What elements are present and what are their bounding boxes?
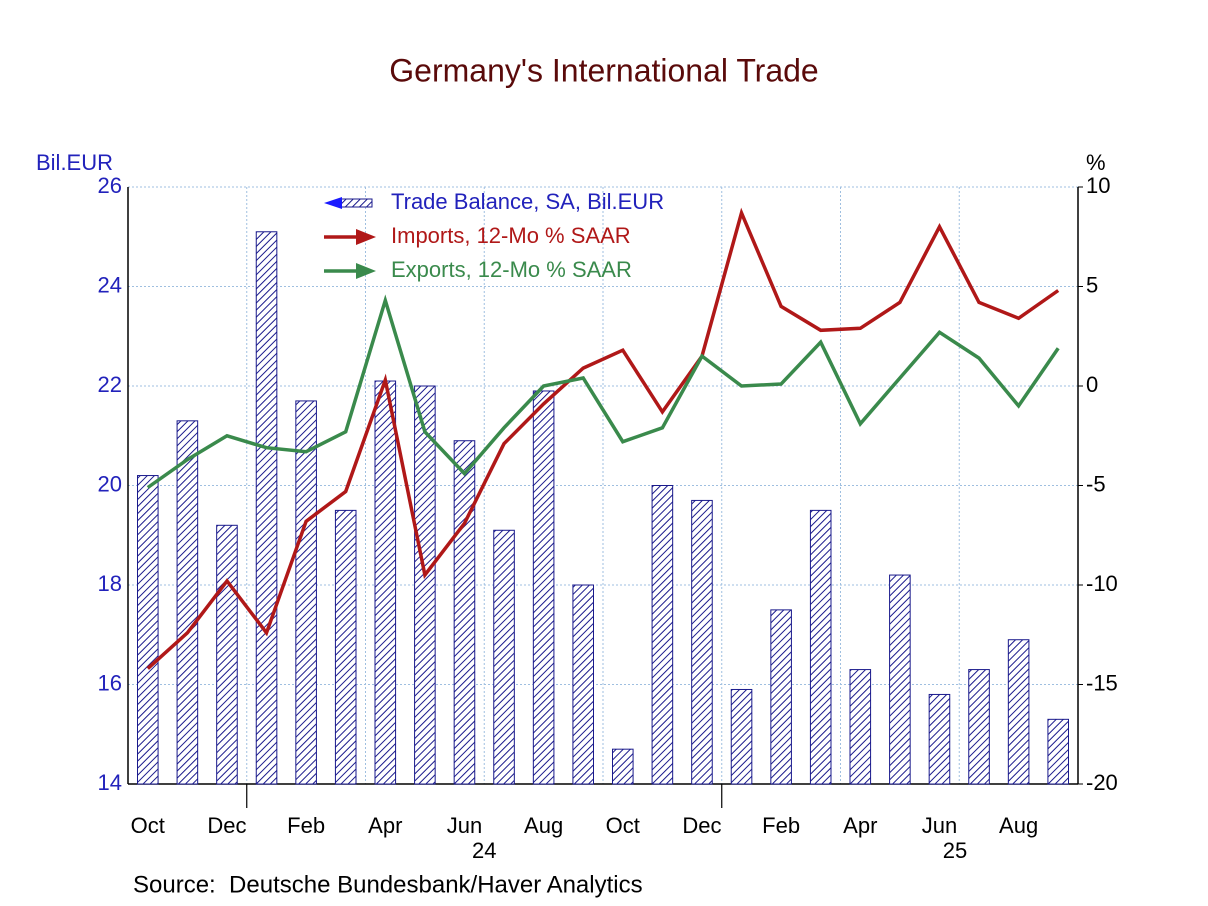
x-tick-label: Dec <box>207 813 246 838</box>
bar <box>809 509 832 785</box>
year-label: 25 <box>943 838 967 863</box>
line-series <box>146 294 1060 489</box>
y-axis-label: Bil.EUR <box>36 150 113 175</box>
x-tick-label: Jun <box>447 813 482 838</box>
y-tick-label: 18 <box>98 571 122 596</box>
y-tick-label: 14 <box>98 770 122 795</box>
y-tick-label: 20 <box>98 471 122 496</box>
bar <box>1007 639 1030 785</box>
x-tick-label: Feb <box>762 813 800 838</box>
line-series <box>146 207 1060 670</box>
x-tick-label: Feb <box>287 813 325 838</box>
legend-arrow <box>356 229 376 245</box>
x-tick-label: Dec <box>682 813 721 838</box>
y2-tick-label: -20 <box>1086 770 1118 795</box>
bar <box>968 669 990 785</box>
legend-label: Trade Balance, SA, Bil.EUR <box>391 189 664 214</box>
bar <box>334 509 357 785</box>
x-tick-label: Apr <box>368 813 402 838</box>
y2-tick-label: -5 <box>1086 471 1106 496</box>
legend-arrow <box>324 197 342 209</box>
bar <box>414 385 436 785</box>
x-tick-label: Aug <box>999 813 1038 838</box>
y-tick-label: 22 <box>98 372 122 397</box>
chart-title: Germany's International Trade <box>389 52 818 88</box>
bar <box>137 475 159 785</box>
bar <box>849 669 872 785</box>
bar <box>216 524 238 785</box>
source-note: Source: Deutsche Bundesbank/Haver Analyt… <box>133 871 643 898</box>
bar <box>374 380 397 785</box>
bar <box>691 499 713 785</box>
x-tick-label: Jun <box>922 813 957 838</box>
y2-tick-label: -10 <box>1086 571 1118 596</box>
legend-swatch <box>339 198 373 208</box>
bar <box>770 609 792 785</box>
bar <box>532 390 555 785</box>
x-tick-label: Oct <box>131 813 165 838</box>
bar <box>255 231 278 785</box>
y2-tick-label: -15 <box>1086 670 1118 695</box>
legend-label: Exports, 12-Mo % SAAR <box>391 257 632 282</box>
bar <box>295 400 317 785</box>
x-tick-label: Apr <box>843 813 877 838</box>
legend-arrow <box>356 263 376 279</box>
bar <box>1047 718 1069 785</box>
legend-label: Imports, 12-Mo % SAAR <box>391 223 631 248</box>
bar <box>651 485 674 785</box>
bar <box>453 440 476 785</box>
y2-tick-label: 10 <box>1086 173 1110 198</box>
x-tick-label: Aug <box>524 813 563 838</box>
y2-tick-label: 5 <box>1086 272 1098 297</box>
bar <box>928 693 951 785</box>
y-tick-label: 26 <box>98 173 122 198</box>
bar <box>572 584 595 785</box>
bar <box>889 574 911 785</box>
x-tick-label: Oct <box>606 813 640 838</box>
bar <box>612 748 634 785</box>
year-label: 24 <box>472 838 496 863</box>
bar <box>730 688 753 785</box>
y2-axis-label: % <box>1086 150 1106 175</box>
bar <box>493 529 515 785</box>
y-tick-label: 16 <box>98 670 122 695</box>
y2-tick-label: 0 <box>1086 372 1098 397</box>
y-tick-label: 24 <box>98 272 122 297</box>
bar <box>176 420 199 785</box>
